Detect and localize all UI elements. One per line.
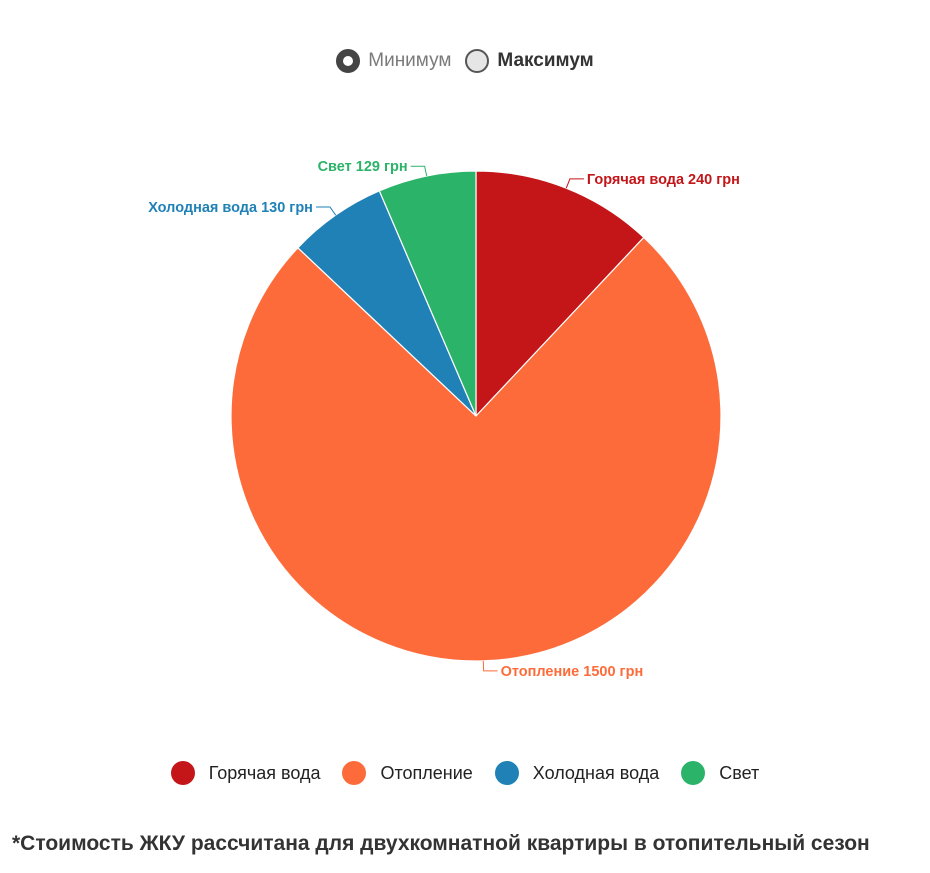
pie-slice-hot-water[interactable]	[475, 170, 645, 418]
legend-label: Свет	[719, 762, 760, 783]
slice-connector	[482, 660, 498, 672]
legend-label: Холодная вода	[532, 762, 660, 783]
radio-unchecked-icon[interactable]	[465, 49, 490, 73]
slice-connector	[565, 178, 584, 189]
chart-legend: Горячая вода Отопление Холодная вода Све…	[0, 757, 930, 789]
slice-label-cold-water: Холодная вода 130 грн	[148, 200, 313, 216]
legend-label: Горячая вода	[208, 762, 321, 783]
legend-marker	[681, 761, 706, 785]
radio-checked-icon[interactable]	[336, 49, 361, 73]
legend-item-heating[interactable]: Отопление	[342, 761, 473, 785]
legend-item-electricity[interactable]: Свет	[681, 761, 759, 785]
legend-item-hot-water[interactable]: Горячая вода	[170, 761, 321, 785]
toggle-maximum-label: Максимум	[497, 50, 594, 71]
legend-marker	[170, 761, 195, 785]
slice-connector	[315, 206, 337, 216]
footnote: *Стоимость ЖКУ рассчитана для двухкомнат…	[12, 832, 870, 855]
legend-label: Отопление	[380, 762, 473, 783]
legend-marker	[494, 761, 519, 785]
toggle-minimum-label: Минимум	[368, 50, 452, 71]
toggle-maximum[interactable]: Максимум	[465, 49, 594, 73]
legend-marker	[342, 761, 367, 785]
toggle-minimum[interactable]: Минимум	[336, 49, 451, 73]
slice-label-hot-water: Горячая вода 240 грн	[587, 172, 740, 188]
slice-label-heating: Отопление 1500 грн	[501, 664, 644, 680]
period-toggle: Минимум Максимум	[0, 44, 930, 78]
legend-item-cold-water[interactable]: Холодная вода	[494, 761, 660, 785]
slice-connector	[410, 165, 428, 177]
pie-slice-heating[interactable]	[230, 236, 722, 662]
slice-label-electricity: Свет 129 грн	[318, 159, 408, 175]
